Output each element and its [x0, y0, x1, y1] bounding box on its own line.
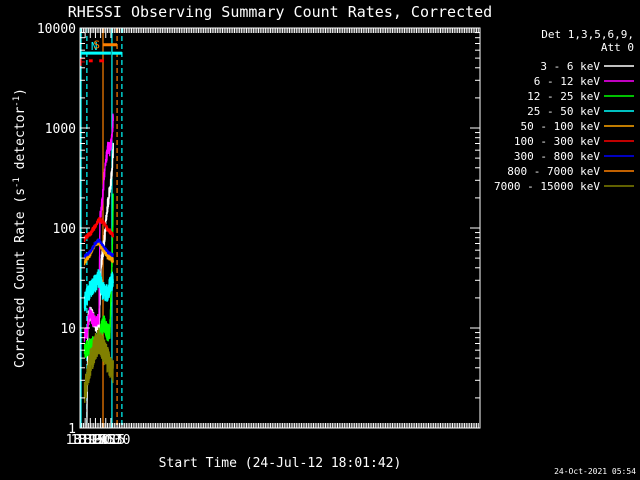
y-tick-label: 1 — [68, 422, 76, 437]
series-line — [83, 269, 114, 312]
y-tick-label: 1000 — [45, 122, 76, 137]
series-line — [83, 113, 114, 342]
x-tick-label: 18:15 — [66, 433, 105, 448]
flag-label-s: S — [93, 39, 100, 52]
y-axis-label-sup: -1 — [12, 96, 22, 107]
series-line — [83, 217, 114, 243]
y-axis-label-part: ) — [13, 88, 28, 96]
legend-label: 12 - 25 keV — [527, 90, 600, 103]
legend: 3 - 6 keV 6 - 12 keV 12 - 25 keV 25 - 50 ke… — [494, 60, 634, 193]
x-tick-label: 19:00 — [81, 433, 120, 448]
flag-label-f: F — [79, 56, 86, 69]
x-tick-label: 18:30 — [71, 433, 110, 448]
legend-title-line1: Det 1,3,5,6,9, — [541, 28, 634, 41]
y-axis-label-sup: -1 — [12, 177, 22, 188]
series-line — [83, 238, 114, 266]
legend-label: 300 - 800 keV — [514, 150, 600, 163]
legend-label: 3 - 6 keV — [540, 60, 600, 73]
x-tick-label: 18:45 — [76, 433, 115, 448]
x-tick-label: 19:30 — [91, 433, 130, 448]
legend-label: 100 - 300 keV — [514, 135, 600, 148]
y-tick-label: 10 — [60, 322, 76, 337]
x-axis-label: Start Time (24-Jul-12 18:01:42) — [159, 456, 402, 471]
legend-label: 800 - 7000 keV — [507, 165, 600, 178]
timestamp: 24-Oct-2021 05:54 — [554, 467, 636, 476]
y-axis-label: Corrected Count Rate (s-1 detector-1) — [12, 88, 28, 368]
x-tick-label: 19:15 — [86, 433, 125, 448]
y-axis-label-part: detector — [13, 107, 28, 178]
legend-title-line2: Att 0 — [601, 41, 634, 54]
legend-label: 6 - 12 keV — [534, 75, 601, 88]
series-line — [83, 238, 114, 258]
y-tick-label: 100 — [53, 222, 76, 237]
legend-label: 50 - 100 keV — [521, 120, 601, 133]
flag-label-n: N — [91, 40, 98, 53]
y-axis-label-part: Corrected Count Rate (s — [13, 188, 28, 368]
chart-title: RHESSI Observing Summary Count Rates, Co… — [68, 3, 492, 21]
axis-ticks: 1 10 100 1000 10000 18:1518:3018:4519:0019:15… — [37, 22, 481, 448]
y-tick-label: 10000 — [37, 22, 76, 37]
series-line — [83, 327, 114, 403]
legend-label: 7000 - 15000 keV — [494, 180, 600, 193]
legend-label: 25 - 50 keV — [527, 105, 600, 118]
